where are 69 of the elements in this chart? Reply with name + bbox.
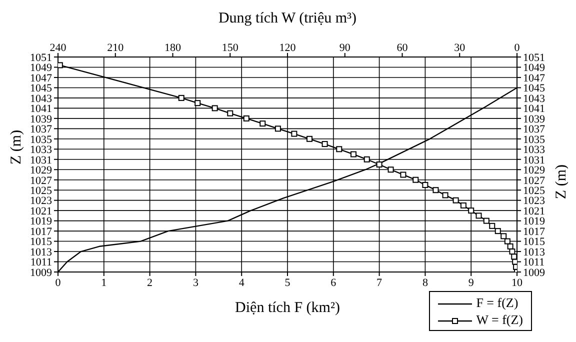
- y2-tick-label: 1027: [523, 174, 546, 187]
- x-tick-label: 3: [192, 276, 199, 289]
- y2-tick-label: 1011: [523, 256, 545, 269]
- x-tick-label: 4: [238, 276, 245, 289]
- x-tick-label: 9: [468, 276, 474, 289]
- y2-tick-label: 1033: [523, 144, 546, 156]
- x-tick-label: 5: [284, 276, 291, 289]
- y2-tick-label: 1017: [523, 226, 546, 238]
- y2-tick-label: 1013: [523, 246, 546, 258]
- x-tick-label: 10: [512, 276, 523, 289]
- y-tick-label: 1035: [30, 134, 52, 146]
- y2-tick-label: 1043: [523, 92, 546, 105]
- y2-tick-label: 1037: [523, 124, 546, 136]
- x-tick-label: 8: [422, 276, 428, 289]
- x-tick-label: 1: [101, 276, 107, 289]
- y2-tick-label: 1047: [523, 72, 546, 84]
- y-tick-label: 1021: [30, 205, 52, 218]
- y2-tick-label: 1025: [523, 185, 546, 197]
- y-tick-label: 1045: [30, 82, 52, 95]
- y-tick-label: 1039: [30, 113, 52, 126]
- y2-tick-label: 1041: [523, 103, 545, 116]
- x-tick-label: 7: [376, 276, 383, 289]
- y-tick-label: 1037: [30, 124, 52, 136]
- x-tick-label: 2: [147, 276, 153, 289]
- y-tick-label: 1041: [30, 103, 52, 116]
- y-tick-label: 1025: [30, 185, 52, 197]
- x2-tick-label: 240: [50, 42, 67, 54]
- legend-label: F = f(Z): [476, 295, 518, 310]
- x2-tick-label: 150: [222, 42, 239, 54]
- x2-tick-label: 30: [454, 42, 466, 54]
- x2-tick-label: 120: [279, 42, 296, 54]
- y-tick-label: 1051: [30, 52, 52, 64]
- y2-tick-label: 1035: [523, 134, 546, 146]
- y-tick-label: 1015: [30, 236, 52, 248]
- y2-tick-label: 1019: [523, 216, 546, 228]
- x2-tick-label: 0: [514, 42, 520, 54]
- y-tick-label: 1033: [30, 144, 52, 156]
- y-tick-label: 1019: [30, 216, 52, 228]
- x-tick-label: 0: [55, 276, 62, 289]
- y2-tick-label: 1023: [523, 195, 546, 208]
- y-tick-label: 1029: [30, 164, 52, 177]
- y-tick-label: 1031: [30, 154, 52, 166]
- y2-tick-label: 1015: [523, 236, 546, 248]
- y-tick-label: 1043: [30, 92, 52, 105]
- y2-tick-label: 1049: [523, 62, 546, 74]
- y-tick-label: 1017: [30, 226, 52, 238]
- x-axis-title: Diện tích F (km²): [235, 300, 340, 316]
- y-tick-label: 1049: [30, 62, 52, 74]
- y2-tick-label: 1039: [523, 113, 546, 126]
- y2-tick-label: 1009: [523, 266, 546, 279]
- x2-axis-title: Dung tích W (triệu m³): [218, 10, 357, 27]
- y2-tick-label: 1045: [523, 82, 546, 95]
- y2-tick-label: 1051: [523, 52, 545, 64]
- legend-label: W = f(Z): [476, 312, 523, 327]
- x2-tick-label: 60: [396, 42, 408, 54]
- y-tick-label: 1023: [30, 195, 52, 208]
- y2-tick-label: 1031: [523, 154, 545, 166]
- x2-tick-label: 90: [339, 42, 351, 54]
- y2-tick-label: 1029: [523, 164, 546, 177]
- y2-tick-label: 1021: [523, 205, 545, 218]
- x-tick-label: 6: [330, 276, 337, 289]
- y-tick-label: 1009: [30, 266, 52, 279]
- y-axis-title: Z (m): [8, 130, 24, 164]
- y-tick-label: 1047: [30, 72, 52, 84]
- y-tick-label: 1011: [30, 256, 52, 269]
- x2-tick-label: 180: [164, 42, 182, 54]
- y-tick-label: 1027: [30, 174, 52, 187]
- y-tick-label: 1013: [30, 246, 52, 258]
- x2-tick-label: 210: [107, 42, 124, 54]
